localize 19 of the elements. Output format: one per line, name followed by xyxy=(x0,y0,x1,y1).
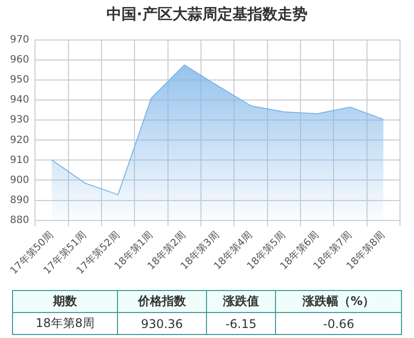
text: -6.15 xyxy=(206,312,276,334)
chart-title: 中国·产区大蒜周定基指数走势 xyxy=(106,4,308,25)
y-tick-label: 960 xyxy=(10,54,30,66)
text: 18年第8周 xyxy=(12,312,118,334)
text: 涨跌幅（%） xyxy=(276,290,402,312)
y-tick-label: 890 xyxy=(10,194,30,206)
text: 930.36 xyxy=(118,312,206,334)
y-tick-label: 930 xyxy=(10,114,30,126)
y-tick-label: 940 xyxy=(10,94,30,106)
y-tick-label: 920 xyxy=(10,134,30,146)
y-tick-label: 880 xyxy=(10,214,30,226)
text: 期数 xyxy=(12,290,118,312)
y-tick-label: 910 xyxy=(10,154,30,166)
y-tick-label: 950 xyxy=(10,74,30,86)
text: 涨跌值 xyxy=(206,290,276,312)
text: 价格指数 xyxy=(118,290,206,312)
y-tick-label: 900 xyxy=(10,174,30,186)
y-tick-label: 970 xyxy=(10,34,30,46)
text: -0.66 xyxy=(276,312,402,334)
